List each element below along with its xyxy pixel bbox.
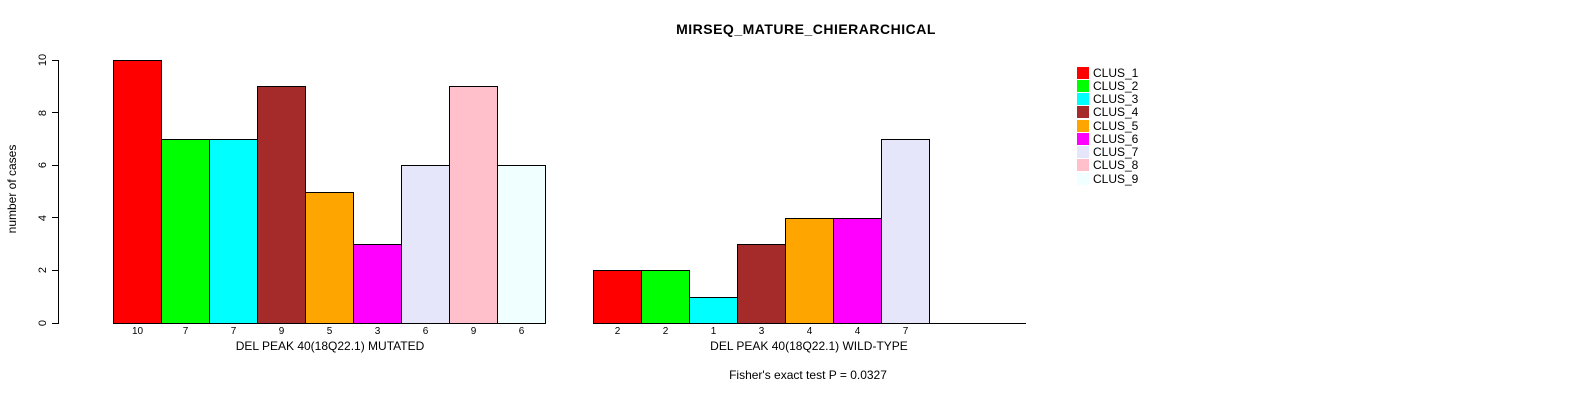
y-tick-mark: [52, 112, 58, 114]
bar-clus_2-group2: [641, 270, 690, 324]
bar-value-label: 2: [614, 326, 621, 337]
legend-label: CLUS_1: [1093, 65, 1139, 80]
bar-clus_7-group1: [401, 165, 450, 324]
y-tick-mark: [52, 322, 58, 324]
legend-label: CLUS_3: [1093, 92, 1139, 107]
chart-title: MIRSEQ_MATURE_CHIERARCHICAL: [676, 21, 936, 37]
y-tick-mark: [52, 59, 58, 61]
legend-swatch-clus_9: [1077, 172, 1089, 185]
bar-clus_8-group2-zero: [929, 323, 978, 324]
legend-swatch-clus_4: [1077, 106, 1089, 119]
y-tick-label: 4: [37, 214, 49, 221]
bar-clus_4-group2: [737, 244, 786, 324]
x-axis-label-mutated: DEL PEAK 40(18Q22.1) MUTATED: [235, 339, 425, 353]
legend-entry-clus_5: CLUS_5: [1077, 119, 1138, 132]
x-axis-label-wildtype: DEL PEAK 40(18Q22.1) WILD-TYPE: [710, 339, 908, 353]
legend-label: CLUS_4: [1093, 105, 1139, 120]
legend-swatch-clus_5: [1077, 119, 1089, 132]
bar-value-label: 4: [806, 326, 813, 337]
bar-clus_5-group2: [785, 217, 834, 324]
y-tick-mark: [52, 164, 58, 166]
bar-value-label: 7: [230, 326, 237, 337]
y-tick-mark: [52, 269, 58, 271]
bar-value-label: 9: [278, 326, 285, 337]
bar-clus_3-group2: [689, 296, 738, 324]
legend-label: CLUS_6: [1093, 131, 1139, 146]
legend-swatch-clus_2: [1077, 79, 1089, 92]
bar-value-label: 10: [131, 326, 144, 337]
bar-value-label: 4: [854, 326, 861, 337]
bar-value-label: 2: [662, 326, 669, 337]
y-tick-label: 2: [37, 267, 49, 274]
legend-label: CLUS_2: [1093, 78, 1139, 93]
legend-swatch-clus_3: [1077, 93, 1089, 106]
bar-clus_9-group2-zero: [977, 323, 1026, 324]
legend-entry-clus_4: CLUS_4: [1077, 106, 1138, 119]
y-axis-title: number of cases: [5, 144, 19, 234]
y-tick-label: 8: [37, 109, 49, 116]
legend-label: CLUS_9: [1093, 171, 1139, 186]
bar-value-label: 5: [326, 326, 333, 337]
legend-label: CLUS_8: [1093, 158, 1139, 173]
legend-entry-clus_3: CLUS_3: [1077, 93, 1138, 106]
legend-entry-clus_2: CLUS_2: [1077, 79, 1138, 92]
bar-clus_5-group1: [305, 191, 354, 324]
bar-clus_7-group2: [881, 138, 930, 324]
bar-clus_8-group1: [449, 86, 498, 324]
bar-value-label: 3: [758, 326, 765, 337]
legend-entry-clus_1: CLUS_1: [1077, 66, 1138, 79]
bar-value-label: 7: [902, 326, 909, 337]
bar-clus_6-group2: [833, 217, 882, 324]
legend-entry-clus_7: CLUS_7: [1077, 146, 1138, 159]
bar-value-label: 7: [182, 326, 189, 337]
bar-clus_2-group1: [161, 138, 210, 324]
bar-clus_1-group2: [593, 270, 642, 324]
bar-value-label: 6: [422, 326, 429, 337]
legend-label: CLUS_7: [1093, 145, 1139, 160]
bar-clus_1-group1: [113, 60, 162, 324]
bar-clus_6-group1: [353, 244, 402, 324]
legend-swatch-clus_8: [1077, 159, 1089, 172]
y-tick-label: 10: [37, 53, 49, 67]
legend: CLUS_1 CLUS_2 CLUS_3 CLUS_4 CLUS_5 CLUS_6 CLUS…: [1077, 66, 1138, 185]
legend-swatch-clus_1: [1077, 66, 1089, 79]
y-tick-label: 6: [37, 162, 49, 169]
bar-clus_3-group1: [209, 138, 258, 324]
y-tick-mark: [52, 217, 58, 219]
legend-entry-clus_6: CLUS_6: [1077, 132, 1138, 145]
y-tick-label: 0: [37, 319, 49, 327]
bar-value-label: 9: [470, 326, 477, 337]
bar-clus_9-group1: [497, 165, 546, 324]
bar-value-label: 6: [518, 326, 525, 337]
bar-clus_4-group1: [257, 86, 306, 324]
legend-swatch-clus_7: [1077, 146, 1089, 159]
legend-swatch-clus_6: [1077, 132, 1089, 145]
bar-value-label: 1: [710, 326, 717, 337]
legend-label: CLUS_5: [1093, 118, 1139, 133]
legend-entry-clus_9: CLUS_9: [1077, 172, 1138, 185]
fisher-test-annotation: Fisher's exact test P = 0.0327: [729, 368, 887, 382]
bar-value-label: 3: [374, 326, 381, 337]
legend-entry-clus_8: CLUS_8: [1077, 159, 1138, 172]
y-axis-line: [58, 60, 59, 324]
